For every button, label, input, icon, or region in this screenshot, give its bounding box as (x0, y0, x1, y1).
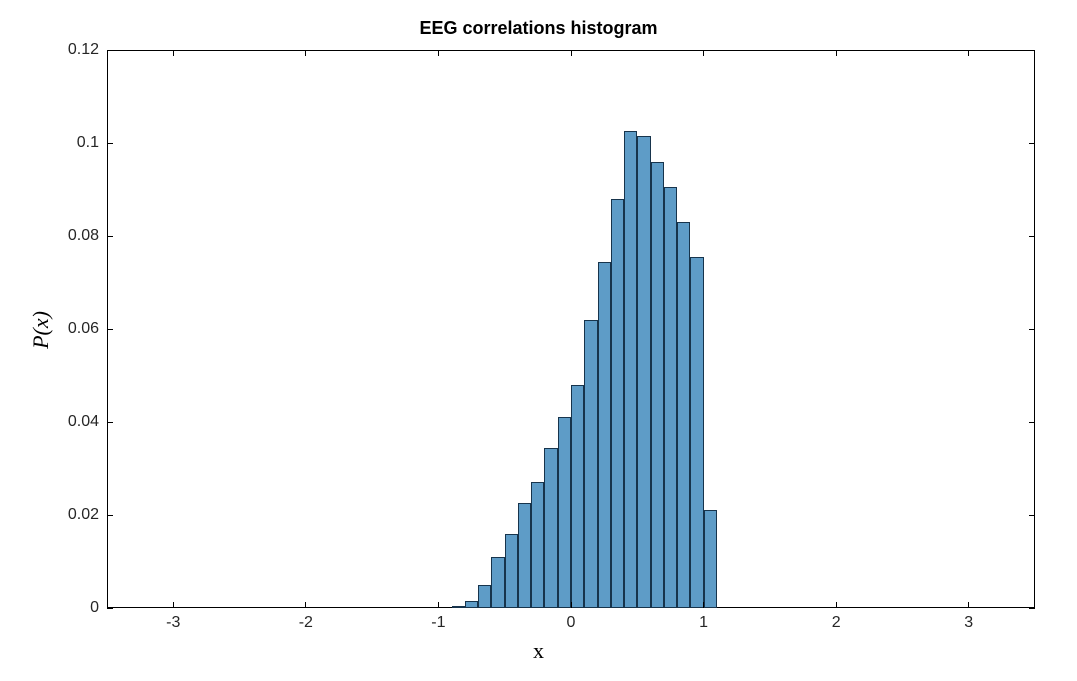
y-tick-mark-right (1029, 608, 1035, 609)
chart-container: EEG correlations histogram P(x) x -3 -2 -1… (0, 0, 1077, 681)
x-tick-mark (836, 602, 837, 608)
x-tick-mark-top (968, 50, 969, 56)
histogram-bar (704, 510, 717, 608)
y-tick-mark (107, 608, 113, 609)
x-tick-label: 1 (699, 614, 708, 632)
y-tick-mark (107, 515, 113, 516)
y-tick-mark-right (1029, 50, 1035, 51)
histogram-bar (478, 585, 491, 608)
y-tick-label: 0.12 (68, 41, 99, 59)
y-tick-label: 0.04 (68, 413, 99, 431)
x-tick-mark (968, 602, 969, 608)
y-tick-mark-right (1029, 422, 1035, 423)
y-tick-mark-right (1029, 143, 1035, 144)
x-tick-mark (305, 602, 306, 608)
histogram-bar (558, 417, 571, 608)
histogram-bar (637, 136, 650, 608)
histogram-bar (531, 482, 544, 608)
histogram-bar (677, 222, 690, 608)
y-axis-label: P(x) (28, 311, 54, 349)
x-tick-mark (571, 602, 572, 608)
histogram-bar (452, 606, 465, 608)
x-tick-label: -1 (431, 614, 445, 632)
histogram-bar (571, 385, 584, 608)
histogram-bar (690, 257, 703, 608)
y-tick-label: 0.1 (77, 134, 99, 152)
x-tick-label: -3 (166, 614, 180, 632)
y-tick-mark (107, 50, 113, 51)
x-tick-mark (173, 602, 174, 608)
histogram-bar (465, 601, 478, 608)
x-tick-mark-top (173, 50, 174, 56)
histogram-bar (491, 557, 504, 608)
y-tick-mark (107, 236, 113, 237)
y-axis-label-text: P(x) (28, 311, 53, 349)
y-tick-label: 0.08 (68, 227, 99, 245)
y-tick-label: 0.02 (68, 506, 99, 524)
x-tick-mark-top (305, 50, 306, 56)
y-tick-mark-right (1029, 515, 1035, 516)
histogram-bar (651, 162, 664, 608)
x-tick-mark (703, 602, 704, 608)
y-tick-mark (107, 422, 113, 423)
histogram-bar (544, 448, 557, 608)
x-tick-label: -2 (299, 614, 313, 632)
x-tick-mark (438, 602, 439, 608)
y-tick-mark-right (1029, 329, 1035, 330)
x-tick-mark-top (836, 50, 837, 56)
x-tick-mark-top (438, 50, 439, 56)
x-tick-label: 3 (964, 614, 973, 632)
x-tick-label: 0 (567, 614, 576, 632)
y-tick-label: 0.06 (68, 320, 99, 338)
y-tick-mark (107, 143, 113, 144)
y-tick-mark (107, 329, 113, 330)
chart-title-text: EEG correlations histogram (419, 18, 657, 38)
histogram-bar (664, 187, 677, 608)
histogram-bar (611, 199, 624, 608)
histogram-bar (584, 320, 597, 608)
x-axis-label-text: x (533, 638, 544, 663)
histogram-bar (624, 131, 637, 608)
x-tick-mark-top (571, 50, 572, 56)
y-tick-label: 0 (90, 599, 99, 617)
x-tick-label: 2 (832, 614, 841, 632)
histogram-bar (518, 503, 531, 608)
histogram-bar (598, 262, 611, 608)
x-tick-mark-top (703, 50, 704, 56)
chart-title: EEG correlations histogram (0, 18, 1077, 39)
histogram-bar (505, 534, 518, 608)
x-axis-label: x (0, 638, 1077, 664)
y-tick-mark-right (1029, 236, 1035, 237)
